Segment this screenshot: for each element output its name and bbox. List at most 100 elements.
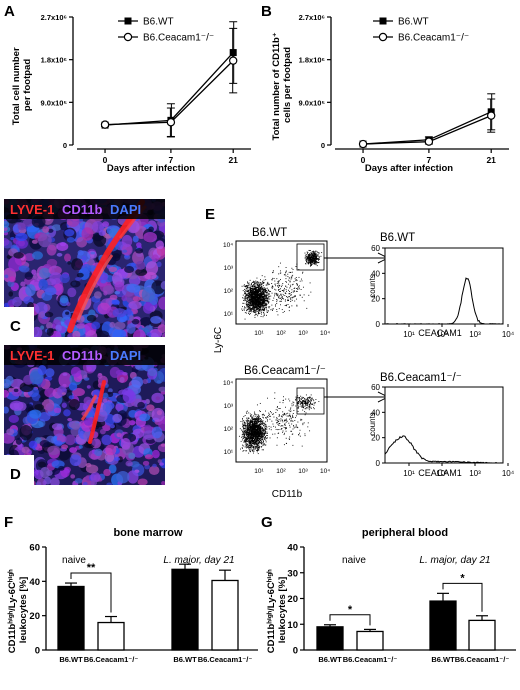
event-dot xyxy=(298,269,300,270)
event-dot xyxy=(249,449,251,451)
event-dot xyxy=(264,291,266,293)
event-dot xyxy=(300,399,302,400)
event-dot xyxy=(254,431,256,433)
event-dot xyxy=(245,286,247,288)
event-dot xyxy=(253,288,255,290)
event-dot xyxy=(296,397,297,399)
event-dot xyxy=(247,426,249,428)
event-dot xyxy=(313,252,315,254)
event-dot xyxy=(306,403,308,405)
cell-blob xyxy=(38,311,46,318)
event-dot xyxy=(310,257,312,259)
event-dot xyxy=(261,291,263,293)
event-dot xyxy=(249,423,251,425)
event-dot xyxy=(266,292,268,294)
event-dot xyxy=(246,427,248,429)
event-dot xyxy=(244,433,246,435)
event-dot xyxy=(282,294,284,296)
event-dot xyxy=(294,295,296,297)
event-dot xyxy=(250,283,252,285)
event-dot xyxy=(287,300,289,302)
cell-blob xyxy=(25,284,36,297)
cell-blob xyxy=(141,287,156,303)
event-dot xyxy=(245,295,247,297)
cell-blob xyxy=(4,220,10,228)
event-dot xyxy=(255,427,257,429)
event-dot xyxy=(243,302,245,304)
event-dot xyxy=(252,291,254,292)
event-dot xyxy=(257,315,259,317)
event-dot xyxy=(265,284,267,286)
event-dot xyxy=(265,428,267,430)
event-dot xyxy=(266,303,268,305)
event-dot xyxy=(278,414,280,416)
event-dot xyxy=(250,419,252,421)
event-dot xyxy=(244,296,246,298)
event-dot xyxy=(255,310,257,312)
event-dot xyxy=(249,287,251,289)
event-dot xyxy=(257,442,259,444)
event-dot xyxy=(244,431,246,433)
event-dot xyxy=(260,307,262,309)
event-dot xyxy=(246,308,248,310)
event-dot xyxy=(244,432,246,434)
event-dot xyxy=(242,424,244,426)
event-dot xyxy=(318,252,320,254)
event-dot xyxy=(249,288,251,290)
event-dot xyxy=(250,444,252,446)
event-dot xyxy=(243,426,244,428)
event-dot xyxy=(253,301,254,303)
event-dot xyxy=(264,296,266,297)
event-dot xyxy=(260,288,262,290)
event-dot xyxy=(266,428,268,430)
event-dot xyxy=(244,424,246,426)
event-dot xyxy=(257,313,259,315)
event-dot xyxy=(254,297,256,299)
event-dot xyxy=(272,423,274,425)
event-dot xyxy=(308,262,310,264)
event-dot xyxy=(254,427,256,429)
event-dot xyxy=(257,418,259,419)
event-dot xyxy=(257,439,258,441)
event-dot xyxy=(243,421,245,423)
event-dot xyxy=(255,425,257,427)
cell-blob xyxy=(71,258,84,271)
event-dot xyxy=(241,434,243,436)
event-dot xyxy=(252,431,254,432)
event-dot xyxy=(249,450,251,452)
event-dot xyxy=(272,277,274,279)
event-dot xyxy=(248,296,250,298)
event-dot xyxy=(254,287,256,289)
event-dot xyxy=(254,417,256,419)
event-dot xyxy=(262,297,264,299)
event-dot xyxy=(246,285,248,287)
event-dot xyxy=(261,289,263,291)
event-dot xyxy=(260,309,262,311)
event-dot xyxy=(257,292,259,294)
event-dot xyxy=(250,287,252,289)
event-dot xyxy=(302,397,304,399)
event-dot xyxy=(311,264,312,266)
event-dot xyxy=(246,433,248,435)
event-dot xyxy=(316,258,318,260)
cell-blob xyxy=(107,388,113,393)
y-tick-label: 2.7x10⁶ xyxy=(299,13,325,22)
event-dot xyxy=(263,433,265,435)
event-dot xyxy=(265,298,266,300)
event-dot xyxy=(260,442,262,444)
event-dot xyxy=(255,430,257,432)
event-dot xyxy=(306,259,308,261)
event-dot xyxy=(301,397,303,399)
event-dot xyxy=(256,424,258,426)
event-dot xyxy=(290,294,292,296)
event-dot xyxy=(256,439,258,441)
event-dot xyxy=(260,410,261,412)
event-dot xyxy=(296,283,298,285)
event-dot xyxy=(249,304,251,306)
event-dot xyxy=(255,295,257,297)
cell-blob xyxy=(135,247,144,254)
event-dot xyxy=(292,283,294,285)
event-dot xyxy=(317,254,319,256)
event-dot xyxy=(257,290,259,292)
event-dot xyxy=(248,439,250,441)
